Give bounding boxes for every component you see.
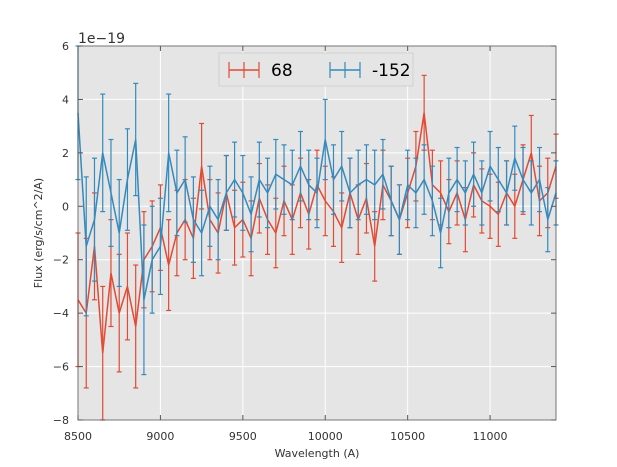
legend: 68 -152 [218,52,414,87]
legend-item: 68 [228,61,293,81]
axis-tick-labels: 8500 9000 9500 10000 10500 11000 −8 −6 −4 −2 0 2 4 6 [53,40,508,443]
y-tick-label: −4 [53,307,69,320]
y-tick-label: 6 [62,40,69,53]
legend-label: 68 [271,61,293,81]
y-tick-label: 0 [62,200,69,213]
y-tick-label: 2 [62,147,69,160]
y-axis-label: Flux (erg/s/cm^2/A) [32,178,45,288]
y-tick-label: 4 [62,93,69,106]
x-tick-label: 11000 [473,430,508,443]
series-layer [75,45,559,421]
x-axis-label: Wavelength (A) [275,447,360,460]
legend-item: -152 [329,61,411,81]
series-line [77,112,557,300]
y-tick-label: −6 [53,361,69,374]
x-tick-label: 10000 [308,430,343,443]
y-tick-label: −8 [53,414,69,427]
series-1 [75,45,559,376]
axes-frame [77,45,557,421]
y-offset-label: 1e−19 [78,31,125,47]
y-tick-label: −2 [53,254,69,267]
x-tick-label: 10500 [390,430,425,443]
x-tick-label: 9000 [146,430,174,443]
legend-label: -152 [372,61,411,81]
x-tick-label: 9500 [229,430,257,443]
x-tick-label: 8500 [64,430,92,443]
